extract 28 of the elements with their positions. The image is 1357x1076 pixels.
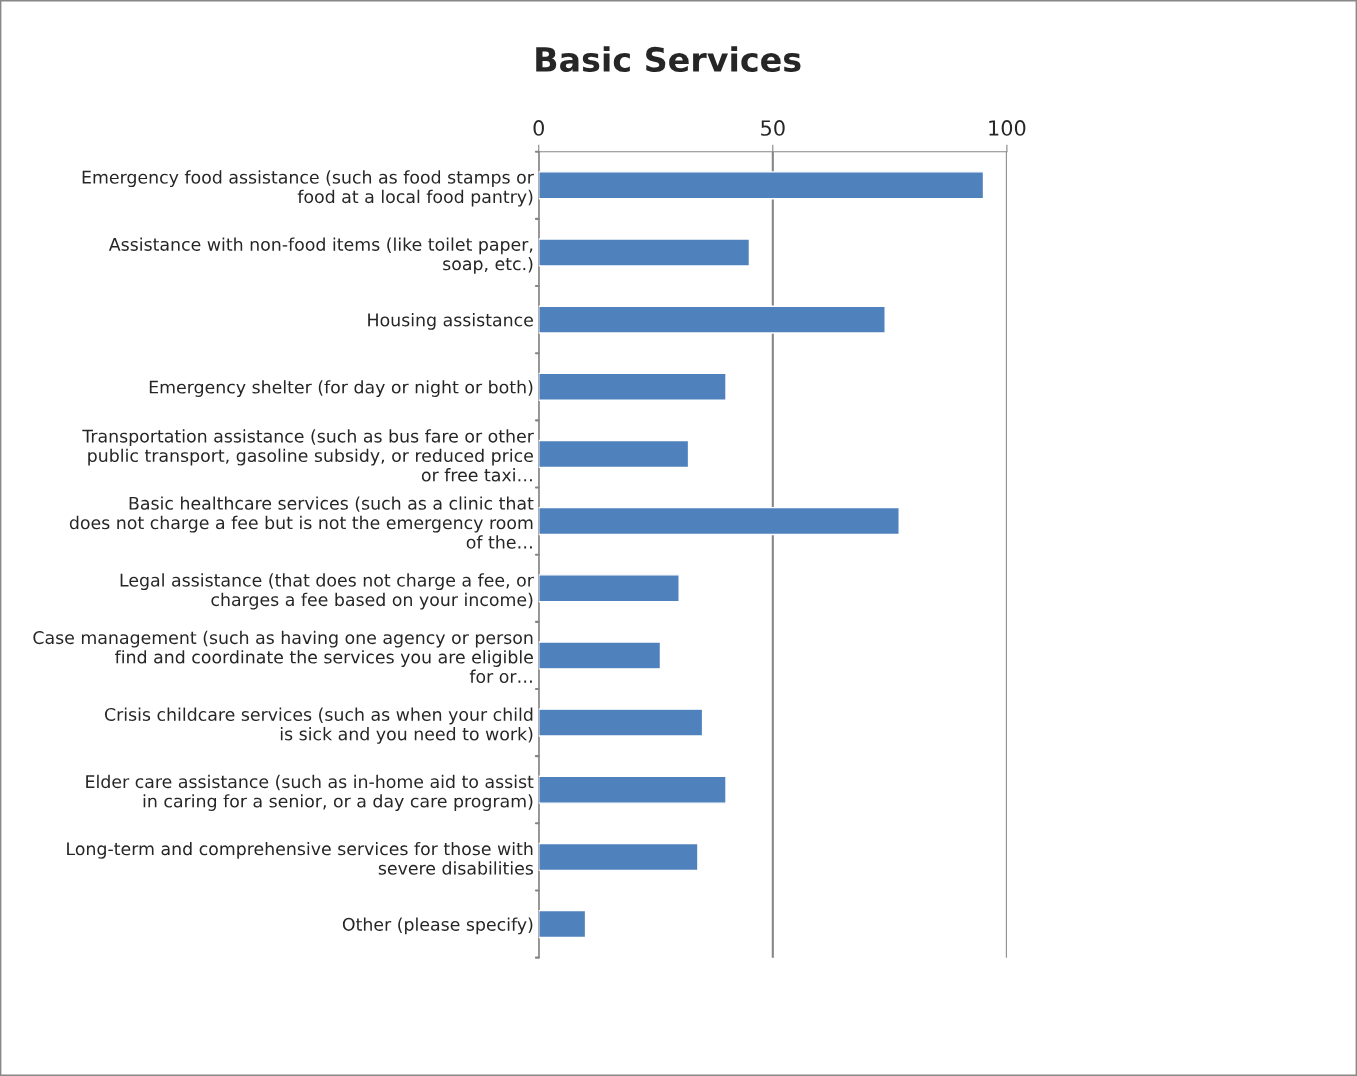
y-tick-label: Assistance with non-food items (like toilet paper, soap, etc.) [108,237,533,274]
y-tick-label: Other (please specify) [342,917,533,935]
bar [538,641,662,670]
y-tick-label: Emergency food assistance (such as food stamps or food at a local food pantry) [82,170,534,207]
bar [538,439,690,469]
bar [538,171,985,200]
x-tick-label: 100 [989,120,1026,136]
bar [538,909,587,939]
bar [538,574,680,603]
bar [538,305,886,334]
chart-title: Basic Services [536,46,801,73]
y-tick-label: Transportation assistance (such as bus fare or other public transport, gasoline subsidy, or reduced price or free taxi… [82,429,534,482]
bar [538,238,751,267]
bar [538,506,900,536]
y-tick-label: Legal assistance (that does not charge a fee, or charges a fee based on your income) [120,573,534,610]
bar [538,775,727,804]
x-tick-label: 50 [761,120,785,136]
y-tick-label: Basic healthcare services (such as a clinic that does not charge a fee but is not the emergency room of the… [69,496,534,549]
y-tick-label: Elder care assistance (such as in-home aid to assist in caring for a senior, or a day care program) [86,774,534,811]
y-tick-label: Housing assistance [368,313,533,330]
bar [538,708,704,737]
bar [538,372,727,401]
y-tick-label: Long-term and comprehensive services for those with severe disabilities [67,841,534,875]
bar [538,842,699,872]
y-tick-label: Emergency shelter (for day or night or both) [149,380,533,397]
x-tick-label: 0 [533,120,544,136]
y-tick-label: Case management (such as having one agency or person find and coordinate the services you are eligible for or… [33,630,533,684]
y-tick-label: Crisis childcare services (such as when your child is sick and you need to work) [104,707,533,744]
